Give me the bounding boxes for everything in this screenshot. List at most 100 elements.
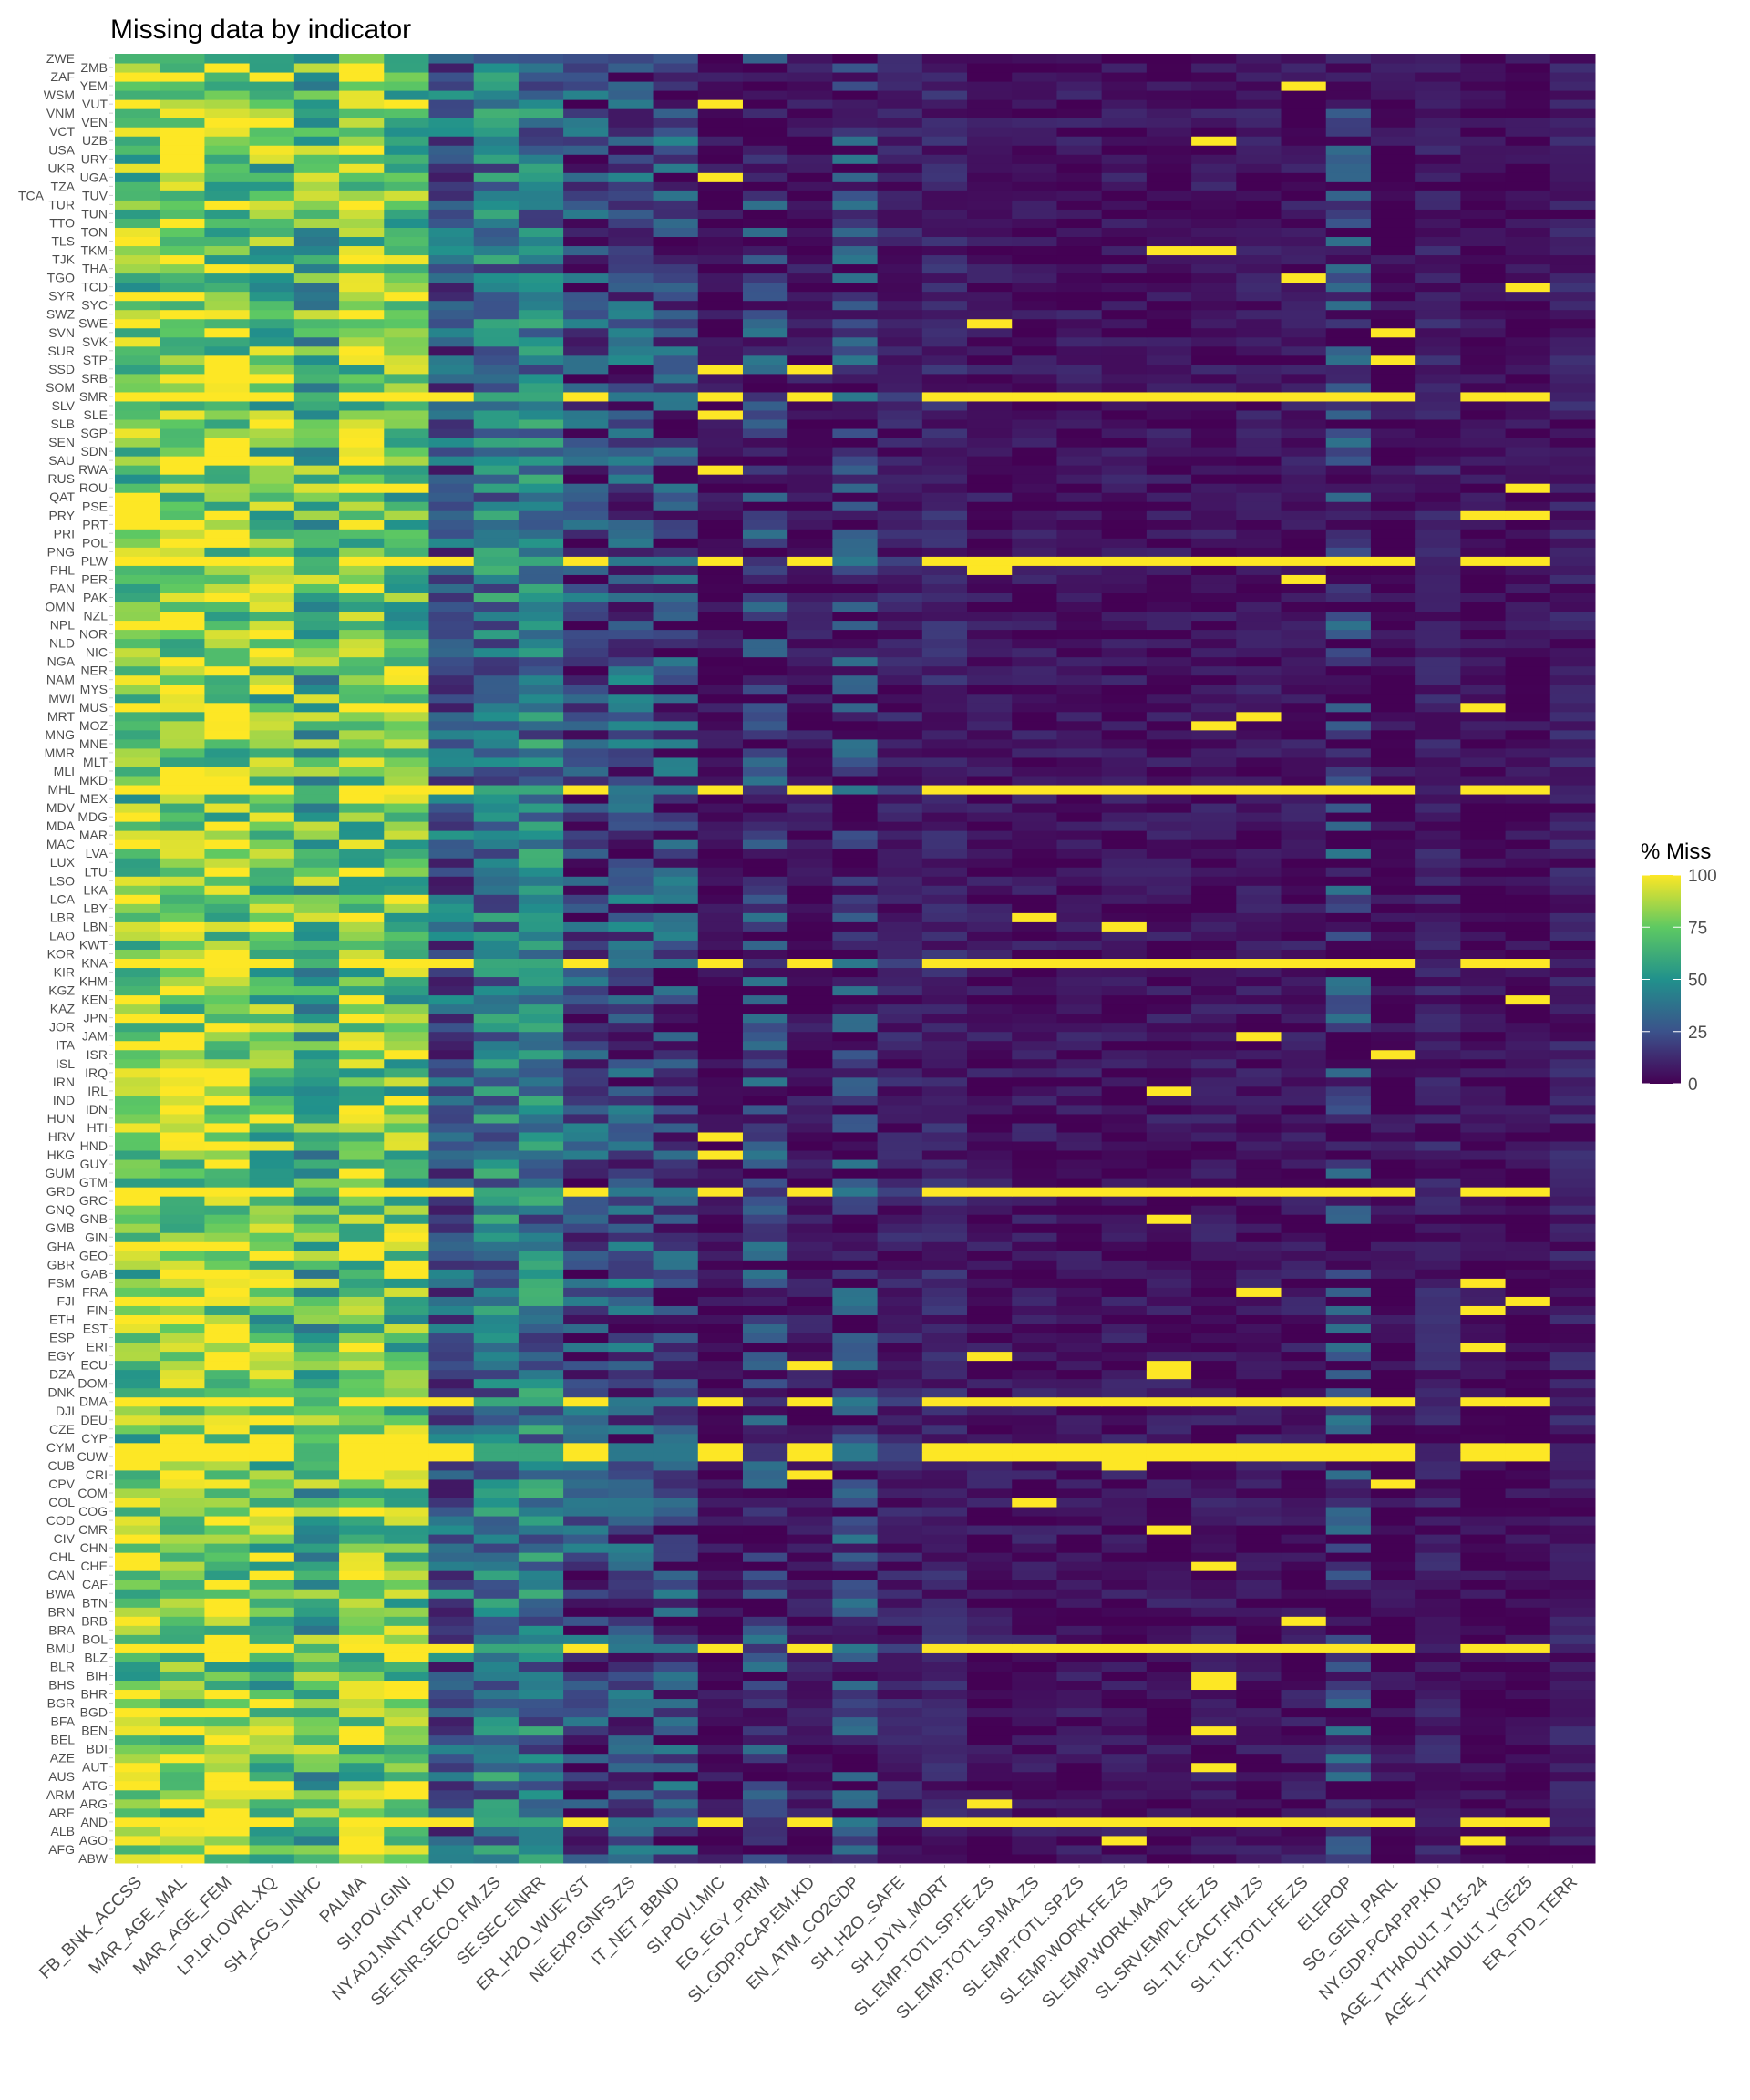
heatmap-row-ITA [115,1040,1596,1051]
heatmap-cell [921,1771,968,1782]
heatmap-cell [697,1305,744,1315]
heatmap-cell [204,1525,251,1535]
heatmap-cell [1056,1278,1103,1288]
heatmap-cell [1236,1232,1282,1242]
heatmap-cell [339,1789,385,1800]
heatmap-cell [653,921,699,932]
heatmap-cell [1146,1159,1192,1169]
heatmap-cell [1191,949,1237,959]
heatmap-cell [428,1196,475,1206]
heatmap-cell [1549,1342,1596,1353]
heatmap-cell [788,1196,833,1206]
heatmap-cell [967,1260,1013,1270]
heatmap-cell [653,1634,699,1644]
heatmap-cell [608,638,654,649]
heatmap-cell [1101,1634,1148,1644]
heatmap-cell [160,1076,205,1087]
heatmap-cell [1549,1150,1596,1160]
heatmap-cell [1370,1013,1416,1024]
heatmap-cell [1370,1187,1416,1197]
heatmap-cell [160,1488,205,1498]
heatmap-cell [1460,1351,1507,1362]
heatmap-cell [1236,1469,1282,1480]
heatmap-cell [293,903,340,913]
heatmap-cell [473,656,520,667]
heatmap-cell [1325,1570,1372,1580]
heatmap-cell [1236,1159,1282,1169]
heatmap-cell [160,1607,205,1617]
heatmap-cell [967,1570,1013,1580]
heatmap-cell [1146,885,1192,895]
heatmap-cell [742,1798,788,1809]
heatmap-row-IRN [115,1076,1596,1087]
heatmap-cell [1236,1780,1282,1791]
heatmap-cell [428,1360,475,1371]
heatmap-cell [1549,858,1596,868]
heatmap-cell [788,1022,833,1033]
heatmap-cell [1549,538,1596,548]
heatmap-cell [1191,1689,1237,1700]
heatmap-cell [518,729,564,740]
heatmap-cell [339,885,385,895]
heatmap-cell [742,720,788,731]
heatmap-cell [1191,858,1237,868]
heatmap-cell [653,729,699,740]
heatmap-row-BLZ [115,1652,1596,1662]
heatmap-cell [1460,1507,1507,1517]
heatmap-cell [1146,1807,1192,1818]
heatmap-cell [742,583,788,593]
heatmap-cell [115,1478,160,1489]
heatmap-row-MUS [115,702,1596,713]
heatmap-cell [1415,1698,1461,1709]
heatmap-cell [742,1405,788,1416]
heatmap-cell [339,1122,385,1133]
heatmap-cell [1415,720,1461,731]
heatmap-cell [832,1625,879,1635]
heatmap-cell [160,967,205,978]
heatmap-cell [563,1076,609,1087]
heatmap-cell [967,729,1013,740]
heatmap-cell [428,702,475,713]
heatmap-cell [428,921,475,932]
heatmap-cell [653,821,699,831]
heatmap-cell [1146,1680,1192,1691]
heatmap-cell [921,1141,968,1151]
heatmap-cell [832,1415,879,1426]
heatmap-cell [1325,1387,1372,1398]
heatmap-cell [1191,1534,1237,1544]
heatmap-cell [967,1150,1013,1160]
heatmap-cell [160,1807,205,1818]
heatmap-cell [742,766,788,777]
heatmap-cell [1281,1396,1327,1407]
heatmap-cell [1505,574,1551,584]
heatmap-cell [1191,1351,1237,1362]
heatmap-cell [1191,876,1237,886]
heatmap-cell [473,1543,520,1553]
heatmap-cell [877,821,923,831]
heatmap-cell [1460,958,1507,969]
heatmap-cell [1549,1396,1596,1407]
heatmap-cell [249,1223,295,1233]
heatmap-cell [1325,1844,1372,1855]
heatmap-cell [1056,1497,1103,1508]
heatmap-cell [1460,1671,1507,1681]
heatmap-cell [1191,729,1237,740]
heatmap-cell [518,1552,564,1562]
heatmap-cell [1549,1013,1596,1024]
heatmap-cell [921,1460,968,1471]
heatmap-row-GHA [115,1241,1596,1251]
heatmap-cell [1012,1058,1057,1069]
heatmap-cell [1236,538,1282,548]
heatmap-cell [1505,1378,1551,1389]
heatmap-cell [921,611,968,622]
heatmap-cell [1549,1652,1596,1662]
heatmap-cell [518,1671,564,1681]
heatmap-cell [921,1076,968,1087]
heatmap-cell [1460,693,1507,704]
heatmap-cell [204,684,251,695]
heatmap-cell [1101,592,1148,603]
heatmap-cell [921,1753,968,1764]
heatmap-cell [877,1214,923,1224]
heatmap-cell [1101,1086,1148,1096]
heatmap-cell [160,1689,205,1700]
